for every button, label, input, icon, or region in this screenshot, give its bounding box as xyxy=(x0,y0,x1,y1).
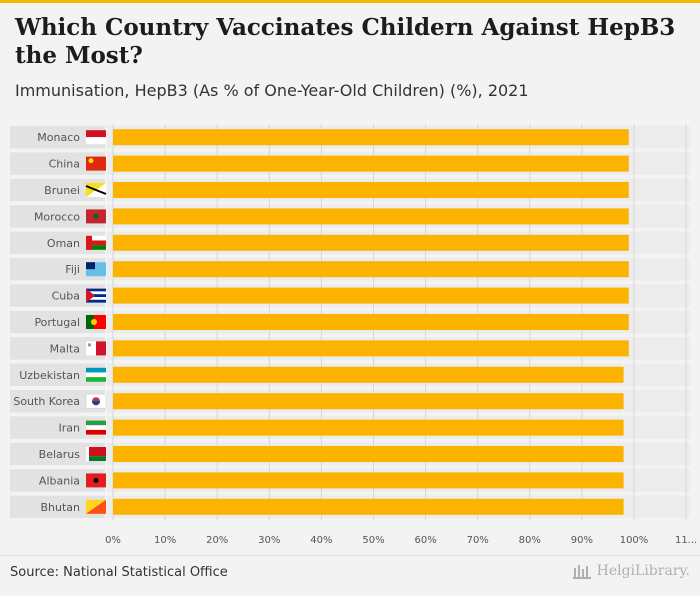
library-icon xyxy=(572,565,591,579)
footer-divider xyxy=(0,555,700,556)
category-label: Oman xyxy=(47,237,80,250)
x-tick-label: 100% xyxy=(620,535,649,546)
chart-subtitle: Immunisation, HepB3 (As % of One-Year-Ol… xyxy=(15,81,529,100)
x-tick-label: 11... xyxy=(675,535,697,546)
row-label-band xyxy=(10,390,105,413)
row-label-band xyxy=(10,126,105,149)
category-label: Cuba xyxy=(52,290,80,303)
flag-icon xyxy=(86,288,106,303)
bar[interactable] xyxy=(113,287,629,304)
chart-title: Which Country Vaccinates Childern Agains… xyxy=(15,14,676,69)
bar[interactable] xyxy=(113,208,629,225)
flag-icon xyxy=(86,367,106,382)
row-label-band xyxy=(10,416,105,439)
category-label: Brunei xyxy=(44,184,80,197)
flag-icon xyxy=(86,209,106,224)
row-label-band xyxy=(10,337,105,360)
x-tick-label: 80% xyxy=(519,535,541,546)
top-accent-bar xyxy=(0,0,700,3)
x-tick-label: 40% xyxy=(310,535,332,546)
category-label: Morocco xyxy=(34,210,80,223)
row-label-band xyxy=(10,258,105,281)
flag-icon xyxy=(86,473,106,488)
bar[interactable] xyxy=(113,155,629,172)
flag-icon xyxy=(86,156,106,171)
category-label: China xyxy=(49,158,80,171)
flag-icon xyxy=(86,341,106,356)
row-label-band xyxy=(10,363,105,386)
row-label-band xyxy=(10,284,105,307)
x-tick-label: 20% xyxy=(206,535,228,546)
row-label-band xyxy=(10,152,105,175)
category-label: Portugal xyxy=(34,316,80,329)
row-label-band xyxy=(10,442,105,466)
bar[interactable] xyxy=(113,129,629,146)
x-tick-label: 70% xyxy=(467,535,489,546)
category-label: Bhutan xyxy=(40,501,80,514)
x-tick-label: 0% xyxy=(105,535,121,546)
row-label-band xyxy=(10,310,105,334)
row-label-band xyxy=(10,205,105,228)
category-label: Albania xyxy=(39,474,80,487)
bar[interactable] xyxy=(113,393,624,410)
row-label-band xyxy=(10,178,105,202)
flag-icon xyxy=(86,235,106,250)
flag-icon xyxy=(85,183,107,197)
row-label-band xyxy=(10,495,105,518)
bar[interactable] xyxy=(113,366,624,383)
flag-icon xyxy=(86,315,106,329)
category-label: Uzbekistan xyxy=(19,369,80,382)
category-label: Monaco xyxy=(37,131,80,144)
category-label: South Korea xyxy=(13,395,80,408)
bar[interactable] xyxy=(113,340,629,357)
bar[interactable] xyxy=(113,446,624,462)
flag-icon xyxy=(86,262,106,277)
bar-chart: Monaco China Brunei Morocco Oman Fiji Cuba Port… xyxy=(10,124,697,546)
flag-icon xyxy=(85,393,107,409)
flag-icon xyxy=(86,130,106,145)
category-label: Malta xyxy=(50,342,80,355)
bar[interactable] xyxy=(113,261,629,278)
source-note: Source: National Statistical Office xyxy=(10,565,228,580)
category-label: Fiji xyxy=(65,263,80,276)
brand-logo[interactable]: HelgiLibrary. xyxy=(572,563,690,579)
x-tick-label: 30% xyxy=(258,535,280,546)
flag-icon xyxy=(86,447,106,461)
row-label-band xyxy=(10,469,105,492)
bar[interactable] xyxy=(113,498,624,515)
flag-icon xyxy=(86,420,106,435)
bar[interactable] xyxy=(113,419,624,436)
x-tick-label: 60% xyxy=(414,535,436,546)
flag-icon xyxy=(86,499,106,514)
bar[interactable] xyxy=(113,234,629,251)
bar[interactable] xyxy=(113,314,629,330)
row-label-band xyxy=(10,231,105,254)
category-label: Belarus xyxy=(39,448,81,461)
category-label: Iran xyxy=(59,422,81,435)
bar[interactable] xyxy=(113,182,629,198)
bar[interactable] xyxy=(113,472,624,489)
brand-name: HelgiLibrary. xyxy=(596,563,690,579)
x-tick-label: 50% xyxy=(362,535,384,546)
x-tick-label: 10% xyxy=(154,535,176,546)
x-tick-label: 90% xyxy=(571,535,593,546)
